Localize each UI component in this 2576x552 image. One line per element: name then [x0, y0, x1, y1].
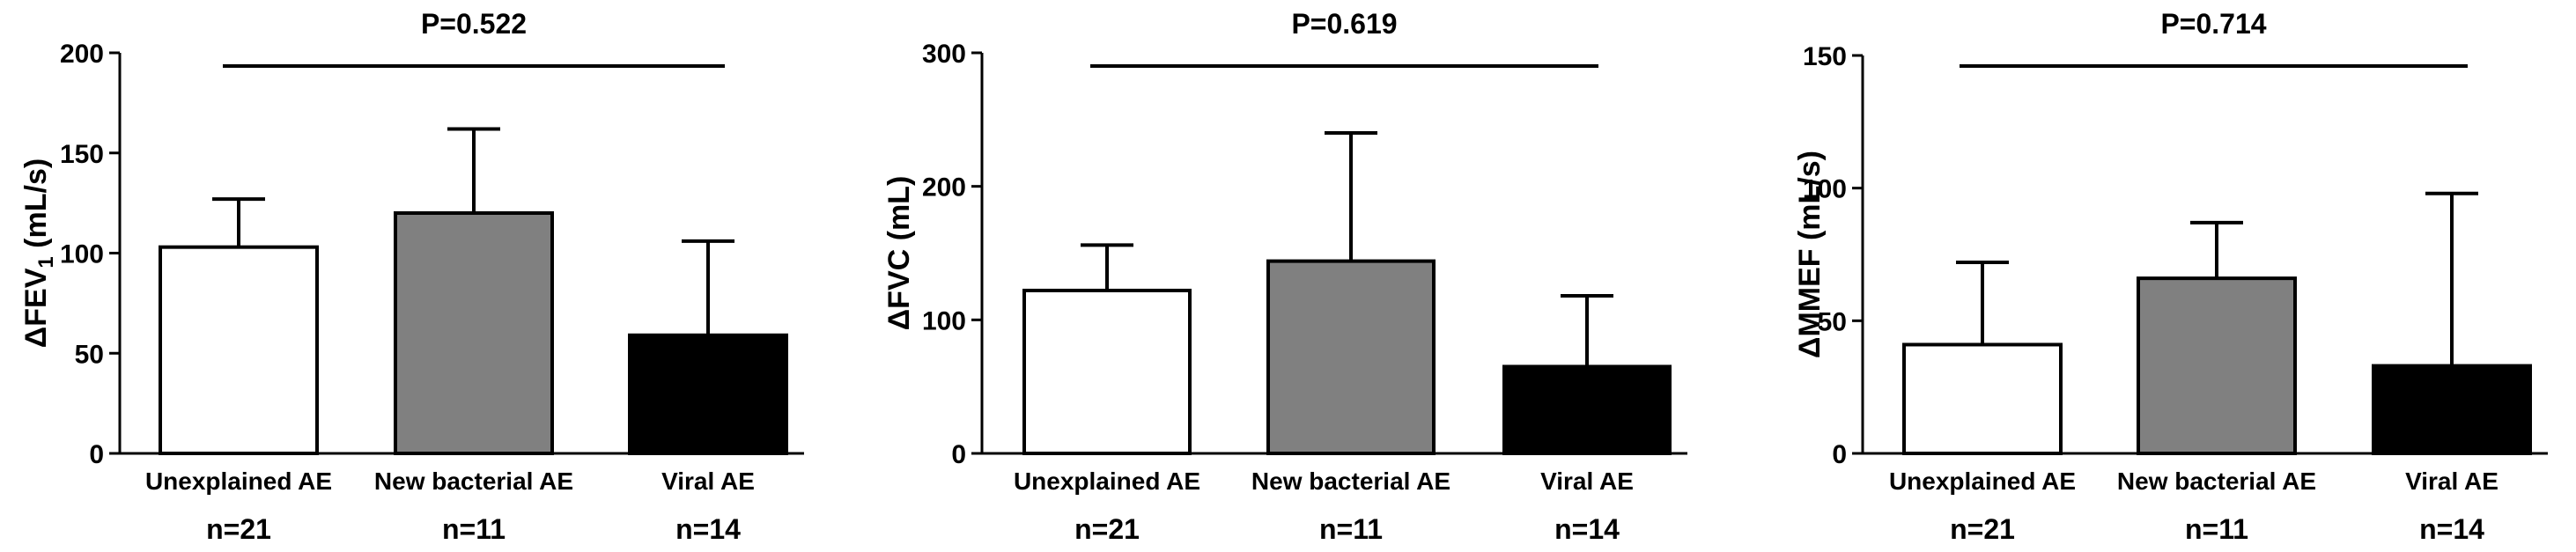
y-axis-label: ΔFEV1 (mL/s)	[19, 158, 58, 348]
y-axis-label-unit: (mL/s)	[19, 158, 53, 256]
y-tick-label: 150	[1803, 42, 1847, 71]
y-axis-label-unit: (mL/s)	[1793, 151, 1827, 248]
y-tick-label: 200	[922, 173, 966, 202]
bar-2	[394, 211, 554, 455]
sample-size-label: n=11	[2185, 513, 2248, 545]
bar-2	[1266, 259, 1436, 455]
x-category-label: Unexplained AE	[1889, 467, 2076, 495]
y-tick-label: 0	[951, 440, 966, 469]
y-tick-label: 100	[922, 306, 966, 335]
chart-panel-3: 0 50 100 150 ΔMMEF (mL/s) Unexplained AE n=21 N…	[1793, 8, 2548, 545]
sample-size-label: n=11	[1319, 513, 1383, 545]
y-axis-label: ΔFVC (mL)	[882, 176, 916, 331]
y-tick-label: 200	[60, 40, 104, 69]
y-axis-label-main: ΔFEV	[19, 268, 53, 348]
p-value-label: P=0.619	[1291, 8, 1397, 40]
y-tick-label: 0	[89, 440, 104, 469]
x-category-label: New bacterial AE	[374, 467, 573, 495]
x-category-label: Viral AE	[1540, 467, 1634, 495]
y-tick-label: 50	[1818, 307, 1847, 336]
x-category-label: New bacterial AE	[2117, 467, 2316, 495]
sample-size-label: n=21	[1074, 513, 1140, 545]
p-value-label: P=0.522	[421, 8, 527, 40]
y-axis-label-subscript: 1	[34, 256, 58, 268]
bar-3	[628, 333, 788, 455]
bar-3	[1502, 364, 1672, 455]
bar-3	[2372, 364, 2532, 455]
x-category-label: Viral AE	[2405, 467, 2498, 495]
sample-size-label: n=14	[1554, 513, 1620, 545]
bar-1	[1902, 342, 2063, 456]
y-tick-label: 100	[1803, 175, 1847, 204]
y-axis-label-main: ΔFVC	[882, 249, 916, 330]
y-axis-label-main: ΔMMEF	[1793, 248, 1827, 358]
x-category-label: New bacterial AE	[1251, 467, 1450, 495]
chart-panel-1: 0 50 100 150 200 ΔFEV1 (mL/s) Unexplained AE n=…	[19, 8, 804, 545]
bar-1	[1022, 288, 1192, 456]
y-axis-label: ΔMMEF (mL/s)	[1793, 151, 1827, 358]
x-category-label: Viral AE	[661, 467, 755, 495]
bar-1	[159, 245, 319, 455]
y-axis-label-unit: (mL)	[882, 176, 916, 249]
chart-panel-2: 0 100 200 300 ΔFVC (mL) Unexplained AE n=21 New…	[882, 8, 1687, 545]
sample-size-label: n=21	[1950, 513, 2015, 545]
sample-size-label: n=21	[206, 513, 271, 545]
y-tick-label: 150	[60, 140, 104, 169]
y-tick-label: 0	[1832, 440, 1847, 469]
y-tick-label: 300	[922, 40, 966, 69]
p-value-label: P=0.714	[2160, 8, 2266, 40]
sample-size-label: n=11	[442, 513, 506, 545]
x-category-label: Unexplained AE	[145, 467, 332, 495]
y-tick-label: 50	[75, 340, 104, 369]
y-tick-label: 100	[60, 240, 104, 269]
sample-size-label: n=14	[675, 513, 741, 545]
bar-2	[2137, 276, 2297, 455]
x-category-label: Unexplained AE	[1014, 467, 1200, 495]
sample-size-label: n=14	[2419, 513, 2484, 545]
